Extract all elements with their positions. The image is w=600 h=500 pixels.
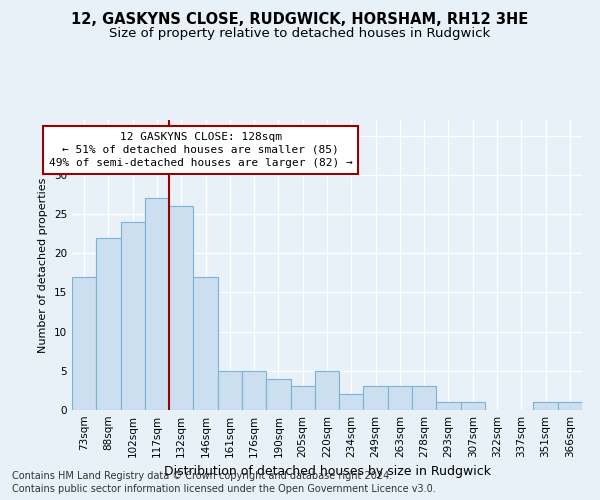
Text: 12, GASKYNS CLOSE, RUDGWICK, HORSHAM, RH12 3HE: 12, GASKYNS CLOSE, RUDGWICK, HORSHAM, RH… bbox=[71, 12, 529, 28]
Bar bbox=[461, 402, 485, 410]
Bar bbox=[145, 198, 169, 410]
Text: Size of property relative to detached houses in Rudgwick: Size of property relative to detached ho… bbox=[109, 28, 491, 40]
Text: Contains HM Land Registry data © Crown copyright and database right 2024.: Contains HM Land Registry data © Crown c… bbox=[12, 471, 392, 481]
Bar bbox=[533, 402, 558, 410]
Bar bbox=[266, 378, 290, 410]
Bar bbox=[558, 402, 582, 410]
Bar bbox=[339, 394, 364, 410]
X-axis label: Distribution of detached houses by size in Rudgwick: Distribution of detached houses by size … bbox=[163, 466, 491, 478]
Bar bbox=[290, 386, 315, 410]
Bar bbox=[121, 222, 145, 410]
Bar bbox=[169, 206, 193, 410]
Text: Contains public sector information licensed under the Open Government Licence v3: Contains public sector information licen… bbox=[12, 484, 436, 494]
Bar bbox=[193, 277, 218, 410]
Bar bbox=[96, 238, 121, 410]
Bar bbox=[72, 277, 96, 410]
Bar bbox=[412, 386, 436, 410]
Bar bbox=[315, 371, 339, 410]
Bar bbox=[364, 386, 388, 410]
Bar bbox=[218, 371, 242, 410]
Text: 12 GASKYNS CLOSE: 128sqm
← 51% of detached houses are smaller (85)
49% of semi-d: 12 GASKYNS CLOSE: 128sqm ← 51% of detach… bbox=[49, 132, 353, 168]
Bar bbox=[388, 386, 412, 410]
Bar bbox=[242, 371, 266, 410]
Bar bbox=[436, 402, 461, 410]
Y-axis label: Number of detached properties: Number of detached properties bbox=[38, 178, 49, 352]
